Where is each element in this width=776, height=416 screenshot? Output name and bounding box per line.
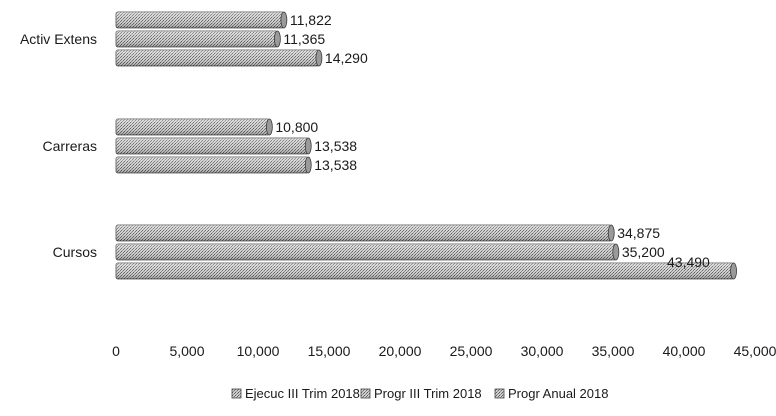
bar-cap: [315, 49, 323, 67]
data-label: 11,822: [290, 12, 332, 28]
legend-label: Progr Anual 2018: [508, 386, 608, 401]
bar-shading: [116, 12, 284, 28]
bar-cap: [304, 156, 312, 174]
bar-cap: [612, 243, 620, 261]
data-label: 34,875: [617, 225, 660, 241]
legend-swatch: [231, 388, 242, 399]
data-label: 35,200: [622, 244, 665, 260]
bar-shading: [116, 263, 734, 279]
x-tick-label: 5,000: [169, 343, 204, 359]
legend-entry: Progr III Trim 2018: [360, 386, 482, 401]
bar-cap: [273, 30, 281, 48]
data-label: 13,538: [314, 138, 357, 154]
x-tick-label: 45,000: [734, 343, 776, 359]
bar-cap: [304, 137, 312, 155]
legend-swatch: [494, 388, 505, 399]
category-label: Carreras: [43, 138, 97, 154]
x-tick-label: 15,000: [308, 343, 351, 359]
bar-cap: [265, 118, 273, 136]
legend: Ejecuc III Trim 2018 Progr III Trim 2018 P…: [231, 386, 608, 401]
data-label: 13,538: [314, 157, 357, 173]
legend-label: Progr III Trim 2018: [374, 386, 482, 401]
category-label: Activ Extens: [20, 31, 97, 47]
data-label: 11,365: [283, 31, 325, 47]
legend-swatch: [360, 388, 371, 399]
bar-shading: [116, 244, 616, 260]
x-tick-label: 35,000: [592, 343, 635, 359]
legend-entry: Progr Anual 2018: [494, 386, 608, 401]
bar-shading: [116, 225, 612, 241]
bar-shading: [116, 119, 270, 135]
bar-shading: [116, 157, 309, 173]
x-tick-label: 40,000: [663, 343, 706, 359]
x-tick-label: 25,000: [450, 343, 493, 359]
x-tick-label: 10,000: [237, 343, 280, 359]
category-label: Cursos: [53, 244, 97, 260]
legend-label: Ejecuc III Trim 2018: [245, 386, 360, 401]
legend-entry: Ejecuc III Trim 2018: [231, 386, 360, 401]
bar-cap: [280, 11, 288, 29]
data-label: 43,490: [667, 254, 710, 270]
x-tick-label: 30,000: [521, 343, 564, 359]
bar-cap: [730, 262, 737, 280]
x-tick-label: 20,000: [379, 343, 422, 359]
data-label: 14,290: [325, 50, 368, 66]
bar-cap: [607, 224, 615, 242]
bar-shading: [116, 50, 319, 66]
data-label: 10,800: [275, 119, 318, 135]
bar-shading: [116, 31, 278, 47]
x-tick-label: 0: [112, 343, 120, 359]
bar-shading: [116, 138, 309, 154]
